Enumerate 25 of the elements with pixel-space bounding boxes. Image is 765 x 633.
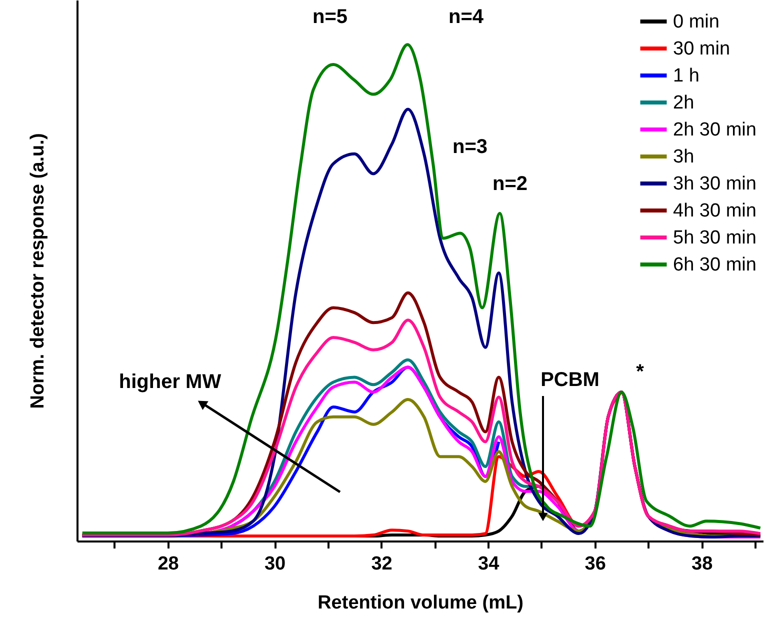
legend-label: 30 min	[673, 38, 730, 60]
legend-label: 0 min	[673, 12, 720, 32]
legend-label: 2h	[673, 92, 694, 114]
annotation: n=3	[452, 136, 488, 158]
text: n=5	[312, 6, 348, 28]
y-axis-title: Norm. detector response (a.u.)	[28, 133, 48, 409]
x-tick-label: 34	[478, 554, 500, 574]
legend-label: 6h 30 min	[673, 254, 756, 276]
legend-label: 2h 30 min	[673, 120, 756, 140]
annotation: n=2	[492, 173, 528, 195]
legend-label: 4h 30 min	[673, 200, 756, 222]
x-tick-label: 28	[158, 554, 179, 574]
legend-label: 5h 30 min	[673, 228, 756, 248]
x-tick-label: 36	[584, 554, 606, 574]
x-tick-label: 30	[264, 554, 286, 574]
legend-label: 3h	[673, 146, 694, 168]
annotation: higher MW	[118, 371, 222, 393]
x-tick-label: 32	[371, 554, 392, 574]
legend-label: 3h 30 min	[673, 174, 756, 194]
legend-label: 1 h	[673, 66, 700, 86]
x-axis-title: Retention volume (mL)	[318, 592, 524, 614]
annotation: PCBM	[540, 369, 600, 391]
annotation: *	[636, 361, 644, 383]
text: n=4	[448, 6, 484, 28]
x-tick-label: 38	[692, 554, 713, 574]
